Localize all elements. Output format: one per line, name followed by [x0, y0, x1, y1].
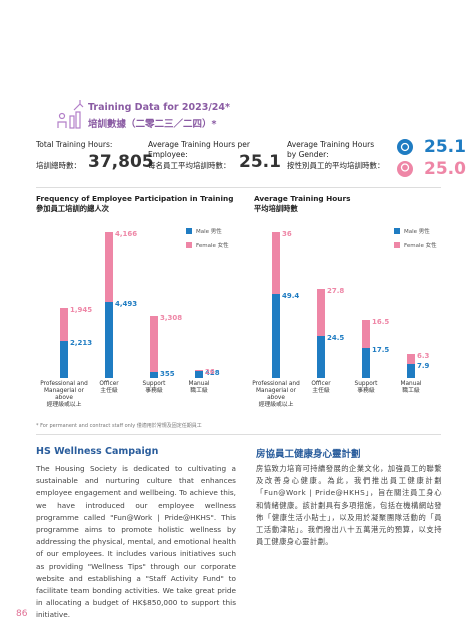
- chart: Average Training Hours 平均培訓時數 Male 男性 Femal…: [252, 194, 444, 419]
- category-label: Professional and Managerial or above: [252, 381, 300, 401]
- legend-item: Male 男性: [394, 227, 430, 235]
- bar-segment: [407, 364, 415, 378]
- bar-segment: [60, 340, 68, 378]
- category-label: Officer: [311, 381, 331, 387]
- category-label: Officer: [99, 381, 119, 387]
- legend-item: Female 女性: [394, 241, 437, 249]
- category-label-zh: 事務級: [357, 388, 375, 394]
- value-label: 24.5: [327, 334, 345, 343]
- header-title: Training Data for 2023/24*: [88, 102, 230, 113]
- category-label-zh: 事務級: [145, 388, 163, 394]
- stat-label: Average Training Hours by Gender:: [287, 140, 375, 159]
- bar-segment: [317, 336, 325, 378]
- legend-item: Female 女性: [186, 241, 229, 249]
- category-label-zh: 經理級或以上: [258, 402, 294, 408]
- value-label: 4,493: [115, 300, 138, 309]
- stat-label: Total Training Hours:: [36, 140, 113, 149]
- section-body: The Housing Society is dedicated to cult…: [36, 464, 236, 620]
- bar-segment: [60, 307, 68, 341]
- category-label-zh: 主任級: [100, 388, 118, 394]
- bar-segment: [362, 348, 370, 378]
- value-label: 3,308: [160, 314, 183, 323]
- footnote: * For permanent and contract staff only …: [36, 423, 202, 429]
- chart-title: Average Training Hours: [254, 194, 351, 203]
- chart-subtitle: 平均培訓時數: [254, 204, 298, 213]
- header-icon: [57, 100, 84, 129]
- value-label: 16.5: [372, 317, 390, 326]
- legend-label: Male 男性: [404, 229, 430, 235]
- stat-value: 37,805: [88, 152, 154, 172]
- header-title-zh: 培訓數據（二零二三／二四）*: [88, 119, 217, 130]
- legend-swatch: [394, 242, 400, 248]
- value-label: 36: [282, 230, 292, 238]
- category-label-zh: 職工級: [402, 388, 420, 394]
- value-label: 7.9: [417, 362, 430, 371]
- category-label-zh: 職工級: [190, 388, 208, 394]
- legend-swatch: [186, 228, 192, 234]
- chart: Frequency of Employee Participation in T…: [36, 194, 236, 419]
- category-label-zh: 經理級或以上: [46, 402, 82, 408]
- section-heading: HS Wellness Campaign: [36, 446, 159, 457]
- stat-label-zh: 培訓總時數：: [36, 161, 81, 170]
- category-label-zh: 主任級: [312, 388, 330, 394]
- value-label: 17.5: [372, 346, 390, 355]
- value-label: 6.3: [417, 351, 430, 360]
- stat-female: 25.0: [424, 159, 466, 179]
- category-label: Support: [142, 381, 166, 387]
- value-label: 2,213: [70, 338, 93, 347]
- stat-label-zh: 每名員工平均培訓時數：: [148, 161, 231, 170]
- divider: [36, 434, 441, 435]
- category-label: Professional and Managerial or above: [40, 381, 88, 401]
- legend-label: Female 女性: [404, 243, 437, 249]
- value-label: 355: [160, 370, 175, 378]
- bar-segment: [105, 302, 113, 378]
- stat-male: 25.1: [424, 137, 466, 157]
- bar-segment: [317, 288, 325, 337]
- value-label: 49.4: [282, 291, 300, 300]
- section-heading-zh: 房協員工健康身心靈計劃: [256, 449, 361, 460]
- legend-item: Male 男性: [186, 227, 222, 235]
- chart-title: Frequency of Employee Participation in T…: [36, 194, 234, 203]
- value-label: 1,945: [70, 305, 93, 314]
- stat-label-zh: 按性別員工的平均培訓時數：: [287, 161, 385, 170]
- legend-swatch: [394, 228, 400, 234]
- chart-subtitle: 參加員工培訓的總人次: [36, 204, 109, 213]
- bar-segment: [272, 293, 280, 378]
- bar-segment: [150, 372, 158, 378]
- legend-label: Female 女性: [196, 243, 229, 249]
- gender-icons: [397, 139, 413, 177]
- section-body-zh: 房協致力培育可持續發展的企業文化，加強員工的聯繫及改善身心健康。為此，我們推出員…: [256, 464, 442, 547]
- category-label: Manual: [400, 381, 422, 387]
- category-label: Manual: [188, 381, 210, 387]
- divider: [36, 187, 441, 188]
- stat-label: Average Training Hours per Employee:: [148, 140, 250, 159]
- bar-segment: [150, 316, 158, 372]
- page-number: 86: [16, 609, 28, 619]
- value-label: 428: [205, 368, 220, 377]
- bar-segment: [195, 370, 203, 378]
- value-label: 4,166: [115, 230, 138, 238]
- value-label: 27.8: [327, 286, 345, 295]
- stat-value: 25.1: [239, 152, 281, 172]
- legend-swatch: [186, 242, 192, 248]
- legend-label: Male 男性: [196, 229, 222, 235]
- category-label: Support: [354, 381, 378, 387]
- bar-segment: [407, 353, 415, 365]
- value-label: 26: [205, 368, 215, 377]
- bar-segment: [105, 232, 113, 303]
- bar-segment: [362, 319, 370, 349]
- bar-segment: [272, 232, 280, 294]
